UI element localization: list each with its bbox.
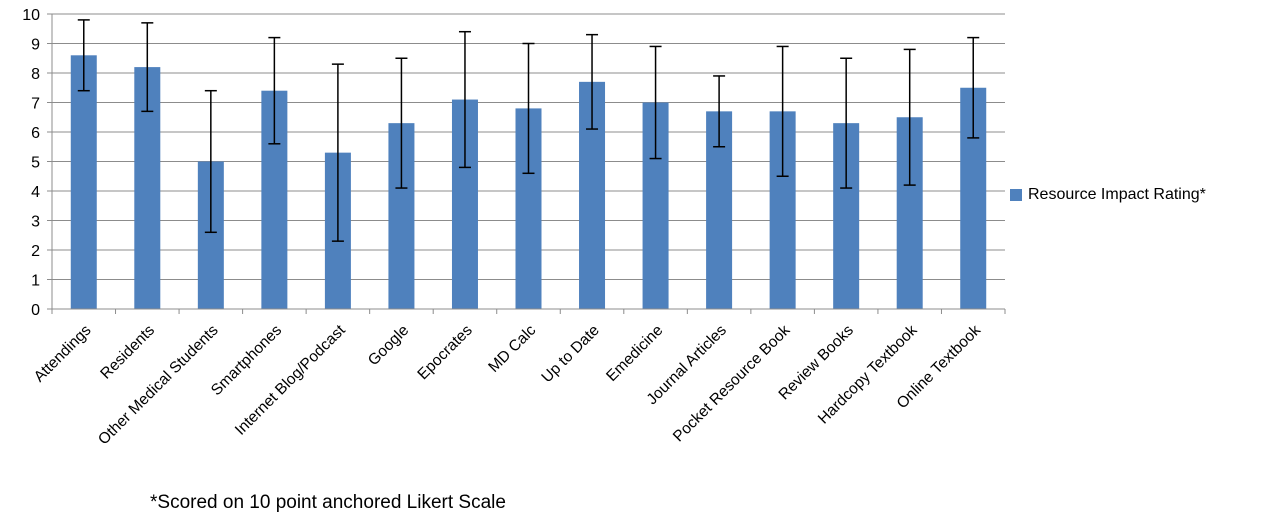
y-tick-label: 8 xyxy=(31,66,40,83)
legend-swatch xyxy=(1010,189,1022,201)
y-tick-label: 7 xyxy=(31,96,40,113)
category-label: Other Medical Students xyxy=(95,322,222,449)
y-tick-label: 4 xyxy=(31,184,40,201)
category-label: Internet Blog/Podcast xyxy=(232,321,349,438)
y-tick-label: 10 xyxy=(22,7,40,24)
legend: Resource Impact Rating* xyxy=(1010,186,1206,204)
category-label: MD Calc xyxy=(485,322,539,376)
category-label: Emedicine xyxy=(603,322,666,385)
y-tick-label: 0 xyxy=(31,302,40,319)
y-tick-label: 5 xyxy=(31,155,40,172)
category-label: Up to Date xyxy=(538,322,602,386)
category-label: Google xyxy=(365,322,412,369)
y-tick-label: 6 xyxy=(31,125,40,142)
category-label: Attendings xyxy=(31,322,95,386)
y-tick-label: 9 xyxy=(31,37,40,54)
category-label: Epocrates xyxy=(414,322,476,384)
y-tick-label: 2 xyxy=(31,243,40,260)
category-label: Residents xyxy=(97,322,158,383)
y-tick-label: 3 xyxy=(31,214,40,231)
footnote: *Scored on 10 point anchored Likert Scal… xyxy=(150,492,506,513)
category-label: Pocket Resource Book xyxy=(670,322,794,446)
y-tick-label: 1 xyxy=(31,273,40,290)
legend-label: Resource Impact Rating* xyxy=(1028,186,1206,203)
bar xyxy=(70,55,97,309)
